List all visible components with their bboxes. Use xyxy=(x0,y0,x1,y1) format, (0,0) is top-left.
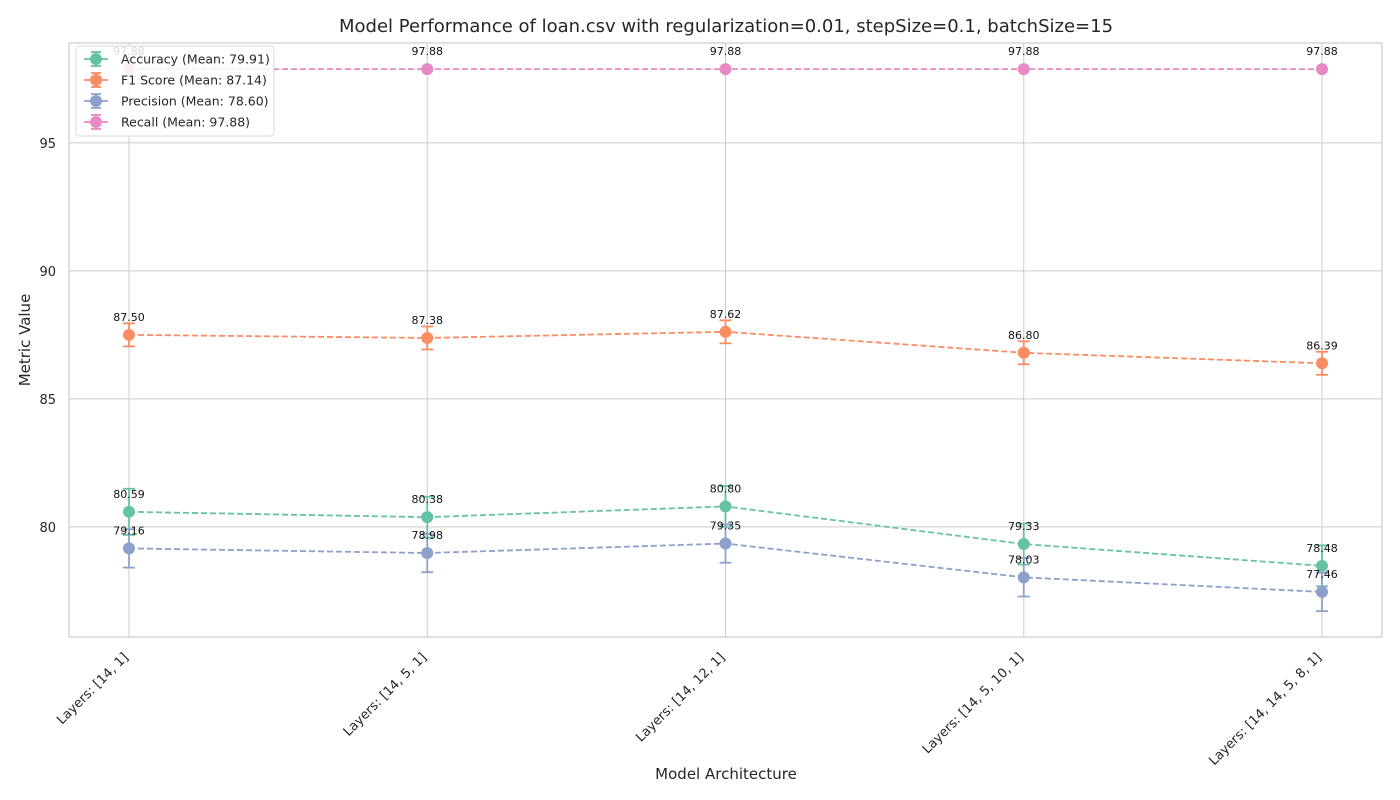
series-2 xyxy=(123,523,1328,613)
legend-marker-swatch xyxy=(90,53,102,65)
data-point xyxy=(719,325,732,338)
data-label: 77.46 xyxy=(1306,568,1338,581)
data-label: 87.38 xyxy=(412,314,444,327)
data-point xyxy=(719,537,732,550)
legend: Accuracy (Mean: 79.91) F1 Score (Mean: 87… xyxy=(75,45,275,137)
data-point xyxy=(1017,346,1030,359)
legend-label: Accuracy (Mean: 79.91) xyxy=(121,52,270,67)
chart-title: Model Performance of loan.csv with regul… xyxy=(339,16,1113,37)
data-point xyxy=(1017,538,1030,551)
legend-marker-swatch xyxy=(90,74,102,86)
data-label: 79.35 xyxy=(710,520,742,533)
data-point xyxy=(1316,63,1328,76)
data-point xyxy=(421,511,434,524)
data-point xyxy=(1316,559,1328,572)
data-point xyxy=(719,500,732,513)
data-label: 97.88 xyxy=(710,45,742,58)
data-label: 78.48 xyxy=(1306,542,1338,555)
legend-entry: F1 Score (Mean: 87.14) xyxy=(84,72,267,88)
series-1 xyxy=(123,319,1328,376)
data-point xyxy=(421,331,434,344)
x-tick-label: Layers: [14, 12, 1] xyxy=(633,650,728,745)
data-point xyxy=(421,547,434,560)
y-tick-label: 90 xyxy=(39,265,56,280)
data-label: 87.50 xyxy=(113,311,145,324)
legend-label: Precision (Mean: 78.60) xyxy=(121,94,269,109)
data-label: 80.59 xyxy=(113,488,145,501)
data-label: 80.38 xyxy=(412,493,444,506)
data-label: 86.80 xyxy=(1008,329,1040,342)
x-tick-label: Layers: [14, 14, 5, 8, 1] xyxy=(1206,650,1325,769)
x-tick-label: Layers: [14, 5, 10, 1] xyxy=(920,650,1027,757)
legend-marker-swatch xyxy=(90,95,102,107)
x-axis-label: Model Architecture xyxy=(655,765,797,783)
y-tick-label: 95 xyxy=(39,137,56,152)
data-label: 79.33 xyxy=(1008,520,1040,533)
legend-box xyxy=(75,45,275,137)
data-label: 78.03 xyxy=(1008,553,1040,566)
data-label: 87.62 xyxy=(710,308,742,321)
data-point xyxy=(123,542,135,555)
legend-entry: Recall (Mean: 97.88) xyxy=(84,114,250,130)
data-point xyxy=(1316,357,1328,370)
data-point xyxy=(719,63,732,76)
data-label: 78.98 xyxy=(412,529,444,542)
x-tick-label: Layers: [14, 5, 1] xyxy=(341,650,430,739)
data-label: 86.39 xyxy=(1306,339,1338,352)
data-point xyxy=(123,505,135,518)
data-point xyxy=(123,328,135,341)
data-label: 79.16 xyxy=(113,524,145,537)
x-ticks: Layers: [14, 1] Layers: [14, 5, 1] Layers:… xyxy=(54,650,1325,769)
data-label: 80.80 xyxy=(710,482,742,495)
y-tick-label: 80 xyxy=(39,521,56,536)
legend-entry: Accuracy (Mean: 79.91) xyxy=(84,51,270,67)
series-layer xyxy=(123,63,1328,613)
data-label: 97.88 xyxy=(412,45,444,58)
y-tick-label: 85 xyxy=(39,393,56,408)
data-point xyxy=(1017,63,1030,76)
data-label: 97.88 xyxy=(1306,45,1338,58)
x-tick-label: Layers: [14, 1] xyxy=(54,650,132,728)
legend-label: F1 Score (Mean: 87.14) xyxy=(121,73,267,88)
data-point xyxy=(1316,585,1328,598)
y-axis-label: Metric Value xyxy=(16,294,34,387)
legend-marker-swatch xyxy=(90,116,102,128)
data-labels: 80.59 80.38 80.80 79.33 78.48 87.50 87.38 87.62… xyxy=(113,45,1338,581)
legend-entry: Precision (Mean: 78.60) xyxy=(84,93,269,109)
data-point xyxy=(1017,571,1030,584)
y-ticks: 80 85 90 95 xyxy=(39,137,56,536)
data-point xyxy=(421,63,434,76)
legend-label: Recall (Mean: 97.88) xyxy=(121,115,250,130)
data-label: 97.88 xyxy=(1008,45,1040,58)
